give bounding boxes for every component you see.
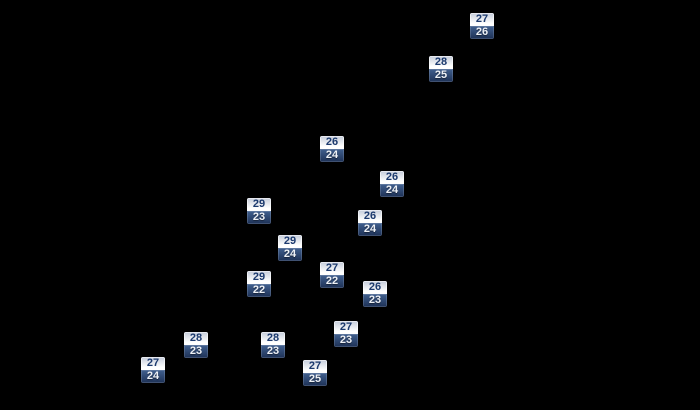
low-temp: 23 (261, 345, 285, 358)
low-temp: 23 (363, 294, 387, 307)
temp-marker[interactable]: 27 23 (334, 321, 358, 347)
temp-marker[interactable]: 26 24 (380, 171, 404, 197)
temp-marker[interactable]: 27 26 (470, 13, 494, 39)
high-temp: 28 (261, 332, 285, 345)
high-temp: 29 (247, 198, 271, 211)
high-temp: 26 (363, 281, 387, 294)
high-temp: 27 (303, 360, 327, 373)
high-temp: 27 (320, 262, 344, 275)
high-temp: 27 (141, 357, 165, 370)
low-temp: 24 (141, 370, 165, 383)
low-temp: 24 (320, 149, 344, 162)
temp-marker[interactable]: 26 23 (363, 281, 387, 307)
low-temp: 23 (334, 334, 358, 347)
temp-marker[interactable]: 26 24 (320, 136, 344, 162)
low-temp: 23 (184, 345, 208, 358)
low-temp: 25 (303, 373, 327, 386)
temp-marker[interactable]: 28 23 (261, 332, 285, 358)
high-temp: 29 (247, 271, 271, 284)
low-temp: 22 (247, 284, 271, 297)
temp-marker[interactable]: 26 24 (358, 210, 382, 236)
temp-marker[interactable]: 27 22 (320, 262, 344, 288)
temp-marker[interactable]: 28 25 (429, 56, 453, 82)
high-temp: 28 (184, 332, 208, 345)
temp-marker[interactable]: 29 22 (247, 271, 271, 297)
high-temp: 26 (380, 171, 404, 184)
high-temp: 27 (470, 13, 494, 26)
low-temp: 24 (278, 248, 302, 261)
low-temp: 24 (380, 184, 404, 197)
high-temp: 29 (278, 235, 302, 248)
low-temp: 22 (320, 275, 344, 288)
temp-marker[interactable]: 29 23 (247, 198, 271, 224)
temp-marker[interactable]: 28 23 (184, 332, 208, 358)
low-temp: 24 (358, 223, 382, 236)
low-temp: 26 (470, 26, 494, 39)
high-temp: 28 (429, 56, 453, 69)
temp-marker[interactable]: 27 24 (141, 357, 165, 383)
high-temp: 27 (334, 321, 358, 334)
temp-marker[interactable]: 29 24 (278, 235, 302, 261)
high-temp: 26 (320, 136, 344, 149)
low-temp: 25 (429, 69, 453, 82)
low-temp: 23 (247, 211, 271, 224)
high-temp: 26 (358, 210, 382, 223)
temp-marker[interactable]: 27 25 (303, 360, 327, 386)
